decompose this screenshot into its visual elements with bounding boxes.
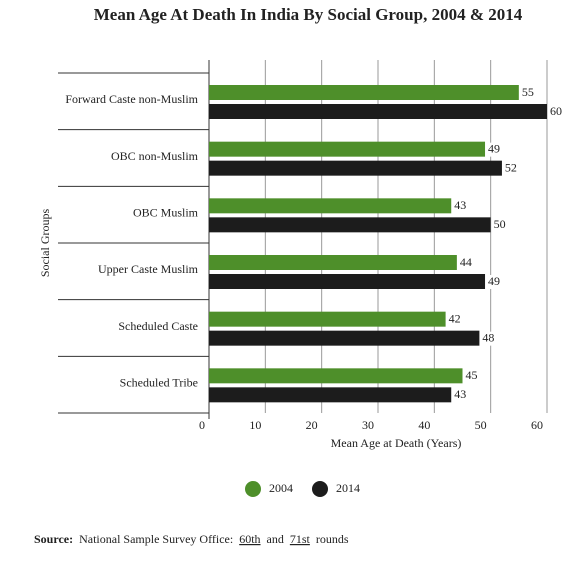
- y-tick-label: OBC Muslim: [133, 205, 199, 219]
- x-tick-label: 50: [475, 418, 487, 432]
- value-label: 48: [482, 330, 494, 344]
- bar: [209, 160, 502, 176]
- bar: [209, 141, 486, 157]
- value-label-bg: [519, 86, 536, 100]
- value-label: 60: [550, 104, 562, 118]
- y-tick-label: Scheduled Caste: [118, 319, 198, 333]
- value-label-bg: [548, 105, 564, 119]
- bar: [209, 330, 480, 346]
- x-tick-label: 10: [249, 418, 261, 432]
- source-link[interactable]: 60th: [239, 532, 260, 546]
- value-label: 43: [454, 387, 466, 401]
- y-tick-label: OBC non-Muslim: [111, 149, 199, 163]
- x-axis-title: Mean Age at Death (Years): [331, 436, 462, 450]
- bar: [209, 85, 519, 100]
- legend-marker: [312, 481, 328, 497]
- source-text: rounds: [316, 532, 349, 546]
- chart-title: Mean Age At Death In India By Social Gro…: [94, 5, 523, 24]
- source-text: National Sample Survey Office:: [79, 532, 233, 546]
- value-label: 42: [449, 311, 461, 325]
- value-label: 49: [488, 141, 500, 155]
- legend-label: 2004: [269, 481, 293, 495]
- x-tick-label: 20: [306, 418, 318, 432]
- y-tick-label: Upper Caste Muslim: [98, 262, 199, 276]
- source-text: and: [267, 532, 284, 546]
- x-tick-label: 60: [531, 418, 543, 432]
- value-label: 43: [454, 198, 466, 212]
- value-label: 44: [460, 255, 472, 269]
- value-label-bg: [491, 218, 508, 233]
- bar: [209, 255, 457, 270]
- x-tick-label: 30: [362, 418, 374, 432]
- x-tick-label: 40: [418, 418, 430, 432]
- source: Source: National Sample Survey Office: 6…: [34, 532, 349, 546]
- bar: [209, 311, 446, 327]
- bar: [209, 104, 547, 119]
- y-tick-label: Forward Caste non-Muslim: [65, 92, 198, 106]
- value-label: 55: [522, 85, 534, 99]
- bar: [209, 387, 452, 403]
- source-label: Source:: [34, 532, 73, 546]
- value-label: 45: [466, 368, 478, 382]
- y-axis-title: Social Groups: [38, 209, 52, 278]
- bar: [209, 274, 486, 289]
- y-tick-label: Scheduled Tribe: [120, 375, 198, 389]
- legend-label: 2014: [336, 481, 360, 495]
- bar: [209, 368, 463, 384]
- value-label: 52: [505, 160, 517, 174]
- value-label: 50: [494, 217, 506, 231]
- value-label-bg: [457, 256, 474, 270]
- value-label: 49: [488, 274, 500, 288]
- value-label-bg: [452, 199, 469, 214]
- x-tick-label: 0: [199, 418, 205, 432]
- value-label-bg: [463, 369, 480, 384]
- value-label-bg: [486, 142, 503, 157]
- value-label-bg: [480, 331, 497, 346]
- legend-marker: [245, 481, 261, 497]
- value-label-bg: [502, 161, 519, 176]
- value-label-bg: [486, 275, 503, 289]
- source-link[interactable]: 71st: [290, 532, 311, 546]
- value-label-bg: [446, 312, 463, 327]
- bar: [209, 217, 491, 233]
- bar: [209, 198, 452, 214]
- value-label-bg: [452, 388, 469, 403]
